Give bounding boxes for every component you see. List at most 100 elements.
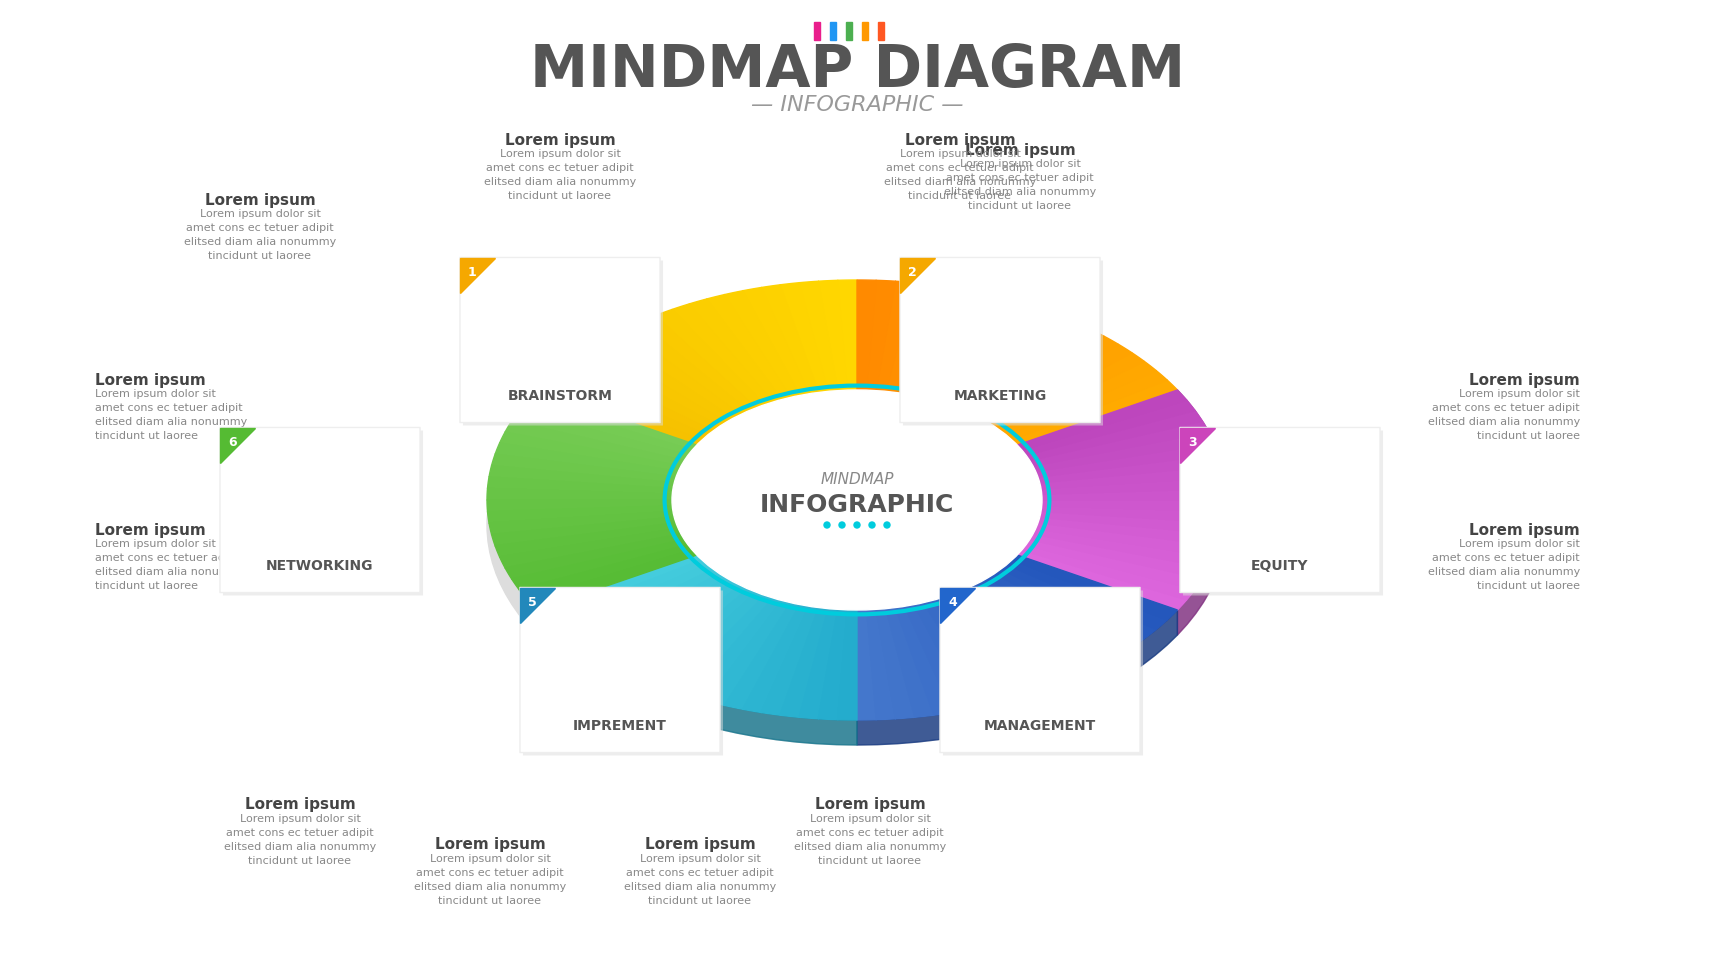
Circle shape <box>838 522 845 528</box>
Text: Lorem ipsum dolor sit
amet cons ec tetuer adipit
elitsed diam alia nonummy
tinci: Lorem ipsum dolor sit amet cons ec tetue… <box>1428 389 1579 441</box>
FancyBboxPatch shape <box>459 258 660 422</box>
Text: MINDMAP DIAGRAM: MINDMAP DIAGRAM <box>530 41 1184 99</box>
Polygon shape <box>689 555 814 701</box>
Text: 4: 4 <box>948 596 956 609</box>
Polygon shape <box>950 400 1195 475</box>
Circle shape <box>883 522 890 528</box>
Polygon shape <box>488 507 754 534</box>
Polygon shape <box>742 287 830 441</box>
Circle shape <box>869 522 874 528</box>
Text: Lorem ipsum dolor sit
amet cons ec tetuer adipit
elitsed diam alia nonummy
tinci: Lorem ipsum dolor sit amet cons ec tetue… <box>794 814 946 866</box>
Polygon shape <box>706 557 819 706</box>
Polygon shape <box>526 390 766 472</box>
Polygon shape <box>929 541 1131 656</box>
Polygon shape <box>956 443 1219 487</box>
Polygon shape <box>867 561 914 718</box>
Polygon shape <box>922 546 1104 671</box>
Polygon shape <box>857 562 876 720</box>
Polygon shape <box>960 500 1226 512</box>
Polygon shape <box>878 560 953 715</box>
Polygon shape <box>958 507 1224 534</box>
Text: Lorem ipsum dolor sit
amet cons ec tetuer adipit
elitsed diam alia nonummy
tinci: Lorem ipsum dolor sit amet cons ec tetue… <box>483 149 636 201</box>
Polygon shape <box>581 541 783 656</box>
Polygon shape <box>742 559 830 712</box>
Text: MARKETING: MARKETING <box>953 388 1046 403</box>
Text: Lorem ipsum dolor sit
amet cons ec tetuer adipit
elitsed diam alia nonummy
tinci: Lorem ipsum dolor sit amet cons ec tetue… <box>183 209 336 261</box>
Text: Lorem ipsum: Lorem ipsum <box>1469 372 1579 387</box>
Polygon shape <box>511 522 763 590</box>
Polygon shape <box>862 280 895 439</box>
Bar <box>847 22 852 40</box>
Bar <box>862 22 867 40</box>
FancyBboxPatch shape <box>219 427 420 593</box>
Text: Lorem ipsum dolor sit
amet cons ec tetuer adipit
elitsed diam alia nonummy
tinci: Lorem ipsum dolor sit amet cons ec tetue… <box>413 854 566 906</box>
Polygon shape <box>499 515 758 568</box>
Polygon shape <box>488 466 754 494</box>
Circle shape <box>854 522 859 528</box>
Polygon shape <box>639 316 800 450</box>
Polygon shape <box>655 310 806 448</box>
Polygon shape <box>956 513 1219 557</box>
Polygon shape <box>780 282 840 440</box>
Polygon shape <box>958 466 1224 494</box>
Polygon shape <box>595 544 787 663</box>
Polygon shape <box>903 304 1042 447</box>
FancyBboxPatch shape <box>939 587 1140 753</box>
Polygon shape <box>908 310 1058 448</box>
Text: Lorem ipsum: Lorem ipsum <box>1469 522 1579 537</box>
Text: Lorem ipsum: Lorem ipsum <box>245 798 355 812</box>
Polygon shape <box>639 550 800 684</box>
Text: INFOGRAPHIC: INFOGRAPHIC <box>759 493 953 517</box>
Polygon shape <box>506 519 759 579</box>
Polygon shape <box>536 531 770 619</box>
Polygon shape <box>761 560 835 715</box>
Text: Lorem ipsum dolor sit
amet cons ec tetuer adipit
elitsed diam alia nonummy
tinci: Lorem ipsum dolor sit amet cons ec tetue… <box>1428 539 1579 591</box>
Polygon shape <box>955 432 1214 484</box>
Polygon shape <box>953 421 1208 481</box>
Polygon shape <box>878 285 953 440</box>
Polygon shape <box>960 477 1226 497</box>
Text: 6: 6 <box>228 435 237 449</box>
Polygon shape <box>569 353 780 462</box>
Circle shape <box>823 522 830 528</box>
Polygon shape <box>922 329 1104 454</box>
Polygon shape <box>511 411 763 478</box>
Polygon shape <box>608 329 792 454</box>
Polygon shape <box>655 552 806 691</box>
Polygon shape <box>608 546 792 671</box>
Text: Lorem ipsum dolor sit
amet cons ec tetuer adipit
elitsed diam alia nonummy
tinci: Lorem ipsum dolor sit amet cons ec tetue… <box>225 814 375 866</box>
Text: IMPREMENT: IMPREMENT <box>572 718 667 732</box>
Text: — INFOGRAPHIC —: — INFOGRAPHIC — <box>751 95 963 115</box>
Polygon shape <box>908 552 1058 691</box>
FancyBboxPatch shape <box>523 591 723 756</box>
Polygon shape <box>499 432 758 484</box>
Text: MANAGEMENT: MANAGEMENT <box>984 718 1095 732</box>
Polygon shape <box>492 455 756 490</box>
Text: Lorem ipsum dolor sit
amet cons ec tetuer adipit
elitsed diam alia nonummy
tinci: Lorem ipsum dolor sit amet cons ec tetue… <box>94 389 247 441</box>
Polygon shape <box>950 525 1195 600</box>
Polygon shape <box>857 280 876 438</box>
Polygon shape <box>917 548 1088 678</box>
Text: Lorem ipsum: Lorem ipsum <box>94 372 206 387</box>
Polygon shape <box>581 344 783 459</box>
Polygon shape <box>929 344 1131 459</box>
Polygon shape <box>939 587 975 622</box>
Polygon shape <box>958 510 1222 546</box>
Text: 5: 5 <box>528 596 536 609</box>
Polygon shape <box>487 500 752 512</box>
Text: MINDMAP: MINDMAP <box>819 472 893 487</box>
Text: Lorem ipsum: Lorem ipsum <box>204 192 315 208</box>
Polygon shape <box>862 562 895 719</box>
Text: NETWORKING: NETWORKING <box>266 559 374 572</box>
Polygon shape <box>926 544 1118 663</box>
Polygon shape <box>818 562 852 719</box>
Polygon shape <box>951 411 1202 478</box>
Polygon shape <box>960 488 1226 500</box>
Polygon shape <box>547 533 773 629</box>
Text: 2: 2 <box>907 266 917 278</box>
Text: 1: 1 <box>468 266 476 278</box>
Polygon shape <box>938 536 1155 638</box>
FancyBboxPatch shape <box>903 261 1102 425</box>
Polygon shape <box>780 561 840 717</box>
Polygon shape <box>547 370 773 466</box>
